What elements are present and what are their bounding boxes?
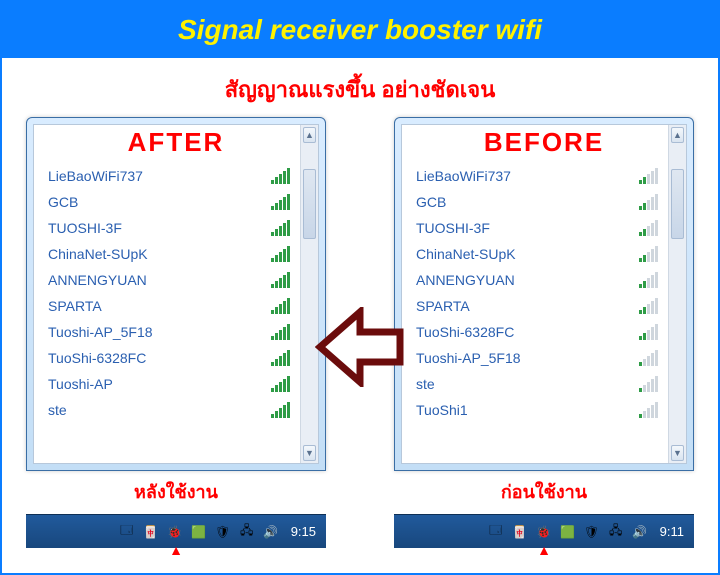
- before-network-list: ▲ ▼ LieBaoWiFi737 GCB TUOSHI-3F ChinaNet-SU…: [401, 124, 687, 464]
- before-caption: ก่อนใช้งาน: [394, 477, 694, 506]
- network-row[interactable]: TuoShi-6328FC: [40, 345, 312, 371]
- after-window-frame: ▲ ▼ LieBaoWiFi737 GCB TUOSHI-3F ChinaNet-SU…: [26, 117, 326, 471]
- arrow-icon: [315, 307, 405, 387]
- tray-icon[interactable]: 🖧: [239, 524, 255, 540]
- network-row[interactable]: GCB: [40, 189, 312, 215]
- network-row[interactable]: ste: [40, 397, 312, 423]
- before-heading: BEFORE: [394, 127, 694, 158]
- tray-icon[interactable]: 🀄: [143, 524, 159, 540]
- panels-container: AFTER BEFORE ▲ ▼ LieBaoWiFi737 GCB TUOSHI-…: [2, 117, 718, 554]
- subtitle: สัญญาณแรงขึ้น อย่างชัดเจน: [2, 72, 718, 107]
- signal-icon: [271, 324, 290, 340]
- tray-icon[interactable]: 🔊: [632, 524, 648, 540]
- before-clock: 9:11: [660, 524, 684, 539]
- scroll-thumb[interactable]: [671, 169, 684, 239]
- signal-icon: [639, 220, 658, 236]
- network-name: TuoShi-6328FC: [416, 324, 514, 340]
- after-network-list: ▲ ▼ LieBaoWiFi737 GCB TUOSHI-3F ChinaNet-SU…: [33, 124, 319, 464]
- scrollbar[interactable]: ▲ ▼: [668, 125, 686, 463]
- network-name: SPARTA: [416, 298, 470, 314]
- tray-icon[interactable]: 🖧: [608, 524, 624, 540]
- network-name: TuoShi1: [416, 402, 468, 418]
- scroll-down-button[interactable]: ▼: [671, 445, 684, 461]
- network-row[interactable]: LieBaoWiFi737: [40, 163, 312, 189]
- signal-icon: [271, 402, 290, 418]
- network-name: GCB: [416, 194, 446, 210]
- signal-icon: [271, 272, 290, 288]
- signal-icon: [639, 194, 658, 210]
- tray-icon[interactable]: 🟩: [560, 524, 576, 540]
- network-row[interactable]: TuoShi-6328FC: [408, 319, 680, 345]
- banner-title: Signal receiver booster wifi: [178, 14, 542, 46]
- network-name: TuoShi-6328FC: [48, 350, 146, 366]
- signal-icon: [639, 246, 658, 262]
- network-row[interactable]: ste: [408, 371, 680, 397]
- network-name: LieBaoWiFi737: [48, 168, 143, 184]
- signal-icon: [271, 246, 290, 262]
- tray-icon[interactable]: 🔊: [263, 524, 279, 540]
- network-row[interactable]: ChinaNet-SUpK: [40, 241, 312, 267]
- network-name: ste: [48, 402, 67, 418]
- network-name: ANNENGYUAN: [416, 272, 515, 288]
- tray-icon[interactable]: 🗔: [488, 524, 504, 540]
- signal-icon: [639, 350, 658, 366]
- pointer-icon: ▲: [394, 546, 694, 554]
- after-caption: หลังใช้งาน: [26, 477, 326, 506]
- network-row[interactable]: Tuoshi-AP: [40, 371, 312, 397]
- network-name: Tuoshi-AP_5F18: [48, 324, 153, 340]
- network-row[interactable]: Tuoshi-AP_5F18: [408, 345, 680, 371]
- network-name: LieBaoWiFi737: [416, 168, 511, 184]
- network-name: TUOSHI-3F: [416, 220, 490, 236]
- signal-icon: [639, 298, 658, 314]
- signal-icon: [639, 402, 658, 418]
- network-row[interactable]: LieBaoWiFi737: [408, 163, 680, 189]
- after-column: ▲ ▼ LieBaoWiFi737 GCB TUOSHI-3F ChinaNet-SU…: [26, 117, 326, 554]
- tray-icon[interactable]: 🟩: [191, 524, 207, 540]
- tray-icon[interactable]: 🛡: [584, 524, 600, 540]
- signal-icon: [639, 376, 658, 392]
- signal-icon: [271, 376, 290, 392]
- tray-icon[interactable]: 🗔: [119, 524, 135, 540]
- network-row[interactable]: ANNENGYUAN: [40, 267, 312, 293]
- tray-icon[interactable]: 🀄: [512, 524, 528, 540]
- network-name: ste: [416, 376, 435, 392]
- network-row[interactable]: ChinaNet-SUpK: [408, 241, 680, 267]
- after-clock: 9:15: [291, 524, 316, 539]
- signal-icon: [639, 272, 658, 288]
- signal-icon: [271, 168, 290, 184]
- network-name: ChinaNet-SUpK: [48, 246, 148, 262]
- network-name: Tuoshi-AP_5F18: [416, 350, 521, 366]
- network-name: ANNENGYUAN: [48, 272, 147, 288]
- tray-icon[interactable]: 🐞: [536, 524, 552, 540]
- signal-icon: [271, 350, 290, 366]
- scroll-down-button[interactable]: ▼: [303, 445, 316, 461]
- after-heading: AFTER: [26, 127, 326, 158]
- network-name: ChinaNet-SUpK: [416, 246, 516, 262]
- network-row[interactable]: TuoShi1: [408, 397, 680, 423]
- network-name: GCB: [48, 194, 78, 210]
- network-row[interactable]: GCB: [408, 189, 680, 215]
- before-column: ▲ ▼ LieBaoWiFi737 GCB TUOSHI-3F ChinaNet-SU…: [394, 117, 694, 554]
- before-window-frame: ▲ ▼ LieBaoWiFi737 GCB TUOSHI-3F ChinaNet-SU…: [394, 117, 694, 471]
- network-row[interactable]: SPARTA: [408, 293, 680, 319]
- network-row[interactable]: Tuoshi-AP_5F18: [40, 319, 312, 345]
- network-row[interactable]: TUOSHI-3F: [40, 215, 312, 241]
- network-name: Tuoshi-AP: [48, 376, 113, 392]
- tray-icon[interactable]: 🛡: [215, 524, 231, 540]
- scroll-thumb[interactable]: [303, 169, 316, 239]
- network-row[interactable]: SPARTA: [40, 293, 312, 319]
- tray-icon[interactable]: 🐞: [167, 524, 183, 540]
- signal-icon: [639, 324, 658, 340]
- pointer-icon: ▲: [26, 546, 326, 554]
- network-name: TUOSHI-3F: [48, 220, 122, 236]
- network-name: SPARTA: [48, 298, 102, 314]
- network-row[interactable]: ANNENGYUAN: [408, 267, 680, 293]
- signal-icon: [271, 298, 290, 314]
- signal-icon: [271, 220, 290, 236]
- signal-icon: [271, 194, 290, 210]
- signal-icon: [639, 168, 658, 184]
- banner: Signal receiver booster wifi: [2, 2, 718, 58]
- network-row[interactable]: TUOSHI-3F: [408, 215, 680, 241]
- scrollbar[interactable]: ▲ ▼: [300, 125, 318, 463]
